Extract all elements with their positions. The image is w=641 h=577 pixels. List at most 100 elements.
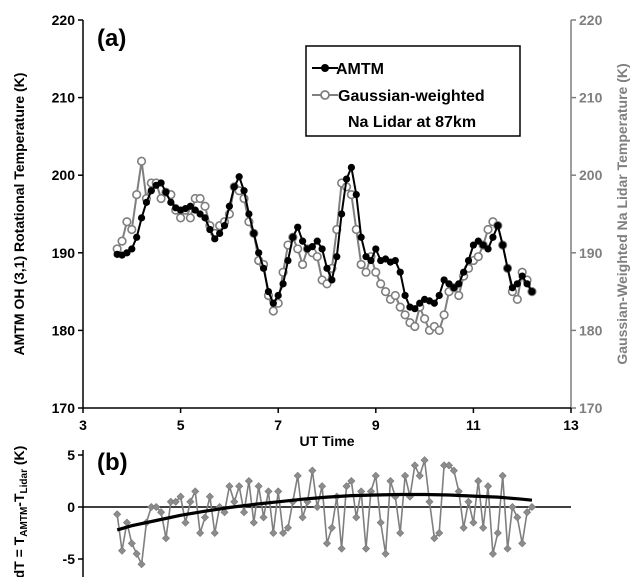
dt-point [518, 539, 527, 548]
left-tick-label: 180 [52, 322, 76, 338]
amtm-point [147, 187, 155, 195]
dt-point [298, 513, 307, 522]
dt-point [371, 471, 380, 480]
amtm-point [211, 235, 219, 243]
dt-point [449, 466, 458, 475]
amtm-point [216, 229, 224, 237]
gaussian-weighted-point [473, 252, 483, 262]
amtm-point [489, 233, 497, 241]
amtm-point [274, 291, 282, 300]
dt-point [401, 471, 410, 480]
panel-b-label: (b) [97, 449, 128, 476]
gaussian-weighted-line [116, 161, 533, 333]
dt-point [444, 461, 454, 470]
dt-point [259, 513, 268, 522]
legend-box [305, 45, 521, 137]
dt-point [376, 518, 385, 527]
left-tick-label: 210 [52, 90, 76, 106]
right-tick-label: 200 [579, 167, 603, 183]
amtm-point [391, 256, 399, 265]
legend: AMTM Gaussian-weighted Na Lidar at 87km [305, 45, 521, 137]
amtm-point [250, 229, 258, 237]
amtm-point [235, 173, 243, 181]
amtm-point [294, 223, 302, 231]
gaussian-weighted-point [439, 310, 449, 320]
dt-point [210, 528, 219, 538]
panel-a-label: (a) [97, 25, 126, 52]
gaussian-weighted-point [454, 290, 464, 301]
amtm-point [484, 245, 492, 253]
left-tick-label: 170 [52, 400, 76, 416]
amtm-point [162, 188, 170, 196]
left-tick-label: 190 [52, 245, 76, 261]
legend-lidar-label: Na Lidar at 87km [348, 114, 476, 131]
gaussian-weighted-point [136, 156, 147, 166]
dt-point [127, 539, 136, 548]
dt-point [513, 513, 522, 522]
amtm-point [499, 241, 507, 249]
fit-curve [116, 492, 533, 532]
b-tick-label: 5 [67, 447, 75, 463]
dt-point [352, 513, 361, 522]
legend-amtm-label: AMTM [336, 61, 384, 78]
amtm-point [513, 280, 521, 288]
amtm-point [206, 225, 214, 234]
amtm-point [455, 280, 463, 288]
dt-point [181, 518, 190, 527]
amtm-point [460, 268, 468, 276]
dt-point [220, 508, 229, 517]
b-tick-label: -5 [63, 551, 76, 567]
amtm-point [508, 284, 517, 292]
gaussian-weighted-point [371, 267, 381, 277]
right-tick-label: 190 [579, 245, 603, 261]
gaussian-weighted-point [410, 321, 420, 332]
amtm-point [318, 245, 326, 253]
legend-gaussian-marker [320, 90, 330, 100]
legend-amtm-marker [321, 64, 329, 72]
dt-point [435, 528, 444, 538]
dt-point [200, 513, 210, 522]
amtm-point [220, 222, 229, 230]
gaussian-weighted-point [200, 201, 210, 211]
panel-a-left-ticks: 170 180 190 200 210 220 [52, 12, 83, 416]
dt-point [415, 471, 424, 480]
panel-b: (b) 5 0 -5 dT = TAMTM-TLidar (K) [11, 446, 571, 577]
dt-point [283, 523, 292, 532]
dt-point [293, 471, 302, 480]
gaussian-weighted-point [400, 310, 410, 320]
dt-point [386, 476, 395, 486]
amtm-point [362, 253, 370, 261]
amtm-point [191, 206, 199, 214]
dt-point [254, 482, 263, 491]
dt-point [488, 549, 497, 558]
gaussian-weighted-point [176, 213, 186, 223]
dt-point [347, 476, 356, 486]
amtm-point [430, 299, 438, 307]
dt-point [410, 461, 419, 470]
dt-point [171, 497, 180, 506]
dt-point [381, 549, 390, 558]
dt-point [508, 502, 517, 512]
dt-point [244, 476, 253, 486]
gaussian-weighted-point [361, 267, 371, 277]
amtm-point [440, 276, 448, 284]
gaussian-weighted-point [356, 259, 366, 270]
amtm-point [255, 249, 263, 257]
dt-point [308, 466, 317, 475]
amtm-point [528, 288, 536, 296]
panel-a-right-ticks: 170 180 190 200 210 220 [571, 12, 603, 416]
dt-point [152, 502, 161, 512]
gaussian-weighted-point [122, 217, 132, 227]
amtm-point [411, 305, 419, 313]
amtm-point [401, 291, 409, 300]
amtm-point [142, 198, 151, 206]
gaussian-weighted-point [156, 193, 166, 204]
dt-point [240, 508, 249, 517]
amtm-point [469, 241, 477, 249]
dt-point [484, 482, 493, 491]
x-tick-label: 5 [177, 417, 185, 433]
gaussian-weighted-point [312, 252, 322, 262]
dt-axis-title-sub2: Lidar [19, 469, 30, 494]
gaussian-weighted-point [293, 244, 303, 254]
amtm-point [128, 245, 136, 253]
